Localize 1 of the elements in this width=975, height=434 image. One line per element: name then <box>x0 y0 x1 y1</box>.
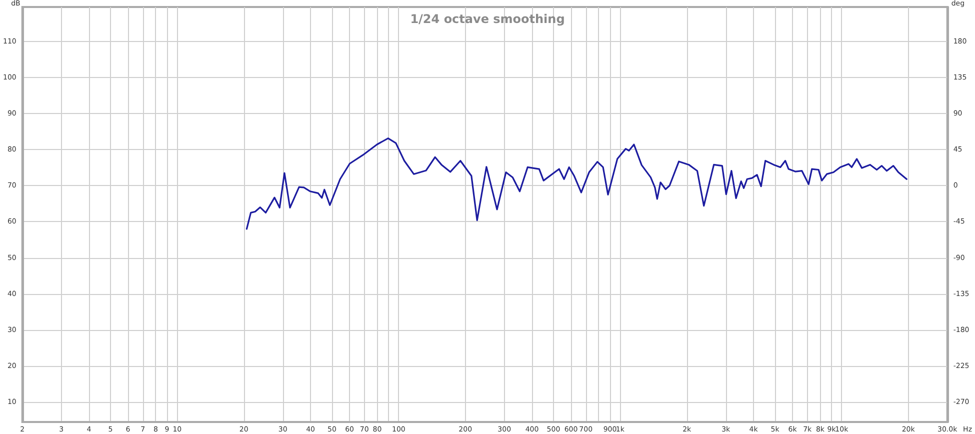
text: 1/24 octave smoothing <box>410 12 565 26</box>
